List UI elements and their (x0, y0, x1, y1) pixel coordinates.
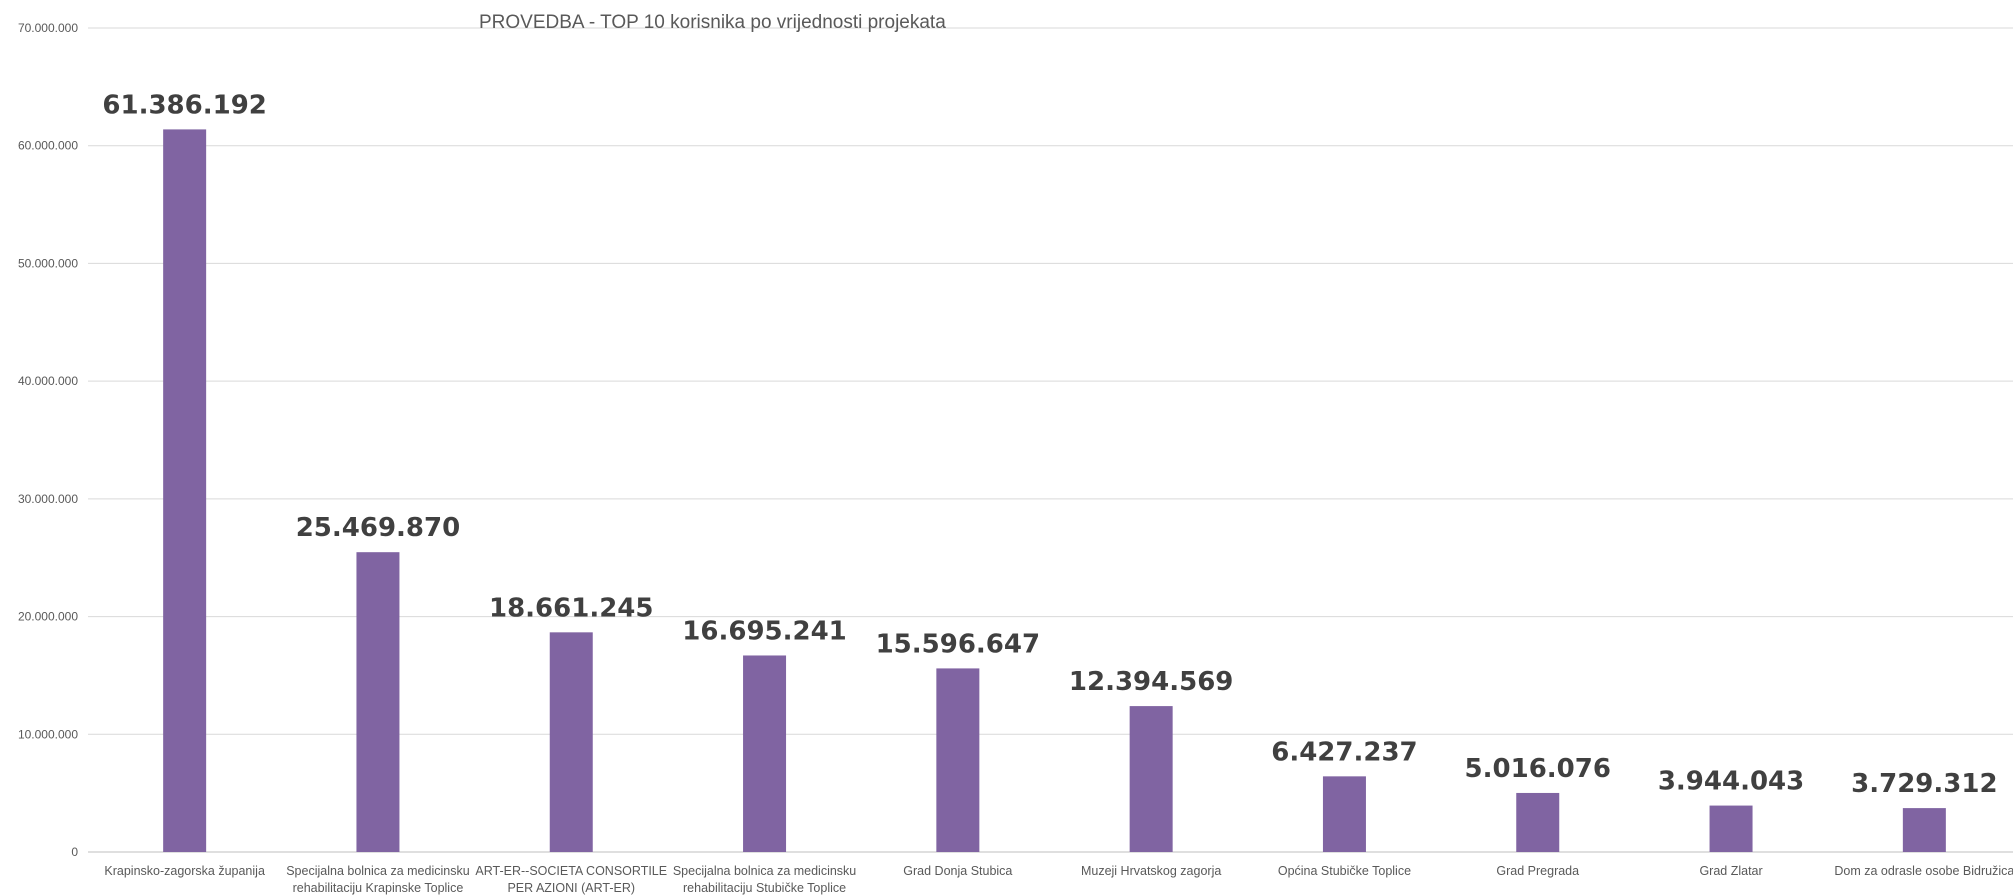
bar (1516, 792, 1560, 852)
bar (1709, 805, 1753, 852)
x-tick-label: Općina Stubičke Toplice (1278, 864, 1411, 878)
bar (1129, 706, 1173, 852)
x-axis-tick-labels: Krapinsko-zagorska županija Specijalna bo… (104, 864, 2013, 895)
data-label: 6.427.237 (1271, 737, 1417, 767)
y-tick-label: 40.000.000 (18, 374, 78, 388)
y-tick-label: 30.000.000 (18, 492, 78, 506)
x-tick-label: Dom za odrasle osobe Bidružica (1834, 864, 2013, 878)
bar (356, 552, 400, 852)
bar (1902, 808, 1946, 852)
gridlines (88, 27, 2013, 853)
data-label: 15.596.647 (876, 629, 1040, 659)
x-tick-label: rehabilitaciju Krapinske Toplice (293, 881, 464, 895)
bar (1322, 776, 1366, 852)
y-axis-tick-labels: 0 10.000.000 20.000.000 30.000.000 40.000.00… (18, 21, 78, 859)
data-label: 16.695.241 (682, 616, 846, 646)
x-tick-label: rehabilitaciju Stubičke Toplice (683, 881, 846, 895)
y-tick-label: 20.000.000 (18, 610, 78, 624)
data-label: 12.394.569 (1069, 667, 1233, 697)
data-label: 3.729.312 (1851, 769, 1997, 799)
y-tick-label: 60.000.000 (18, 139, 78, 153)
bar (743, 655, 787, 852)
data-label: 61.386.192 (102, 90, 266, 120)
x-tick-label: PER AZIONI (ART-ER) (507, 881, 635, 895)
y-tick-label: 50.000.000 (18, 256, 78, 270)
data-label: 18.661.245 (489, 593, 653, 623)
x-tick-label: Specijalna bolnica za medicinsku (286, 864, 469, 878)
x-tick-label: Grad Zlatar (1699, 864, 1762, 878)
y-tick-label: 0 (71, 845, 78, 859)
x-tick-label: Krapinsko-zagorska županija (104, 864, 265, 878)
data-label: 25.469.870 (296, 513, 460, 543)
y-tick-label: 10.000.000 (18, 727, 78, 741)
x-tick-label: Grad Donja Stubica (903, 864, 1012, 878)
x-tick-label: Grad Pregrada (1496, 864, 1579, 878)
data-label: 3.944.043 (1658, 767, 1804, 797)
x-tick-label: ART-ER--SOCIETA CONSORTILE (475, 864, 667, 878)
bars (163, 129, 1946, 852)
bar (936, 668, 980, 852)
bar (163, 129, 207, 852)
x-tick-label: Specijalna bolnica za medicinsku (673, 864, 856, 878)
data-labels: 61.386.192 25.469.870 18.661.245 16.695.241… (102, 90, 1997, 799)
y-tick-label: 70.000.000 (18, 21, 78, 35)
x-tick-label: Muzeji Hrvatskog zagorja (1081, 864, 1221, 878)
data-label: 5.016.076 (1465, 754, 1611, 784)
bar (549, 632, 593, 852)
chart-title: PROVEDBA - TOP 10 korisnika po vrijednos… (479, 12, 946, 33)
